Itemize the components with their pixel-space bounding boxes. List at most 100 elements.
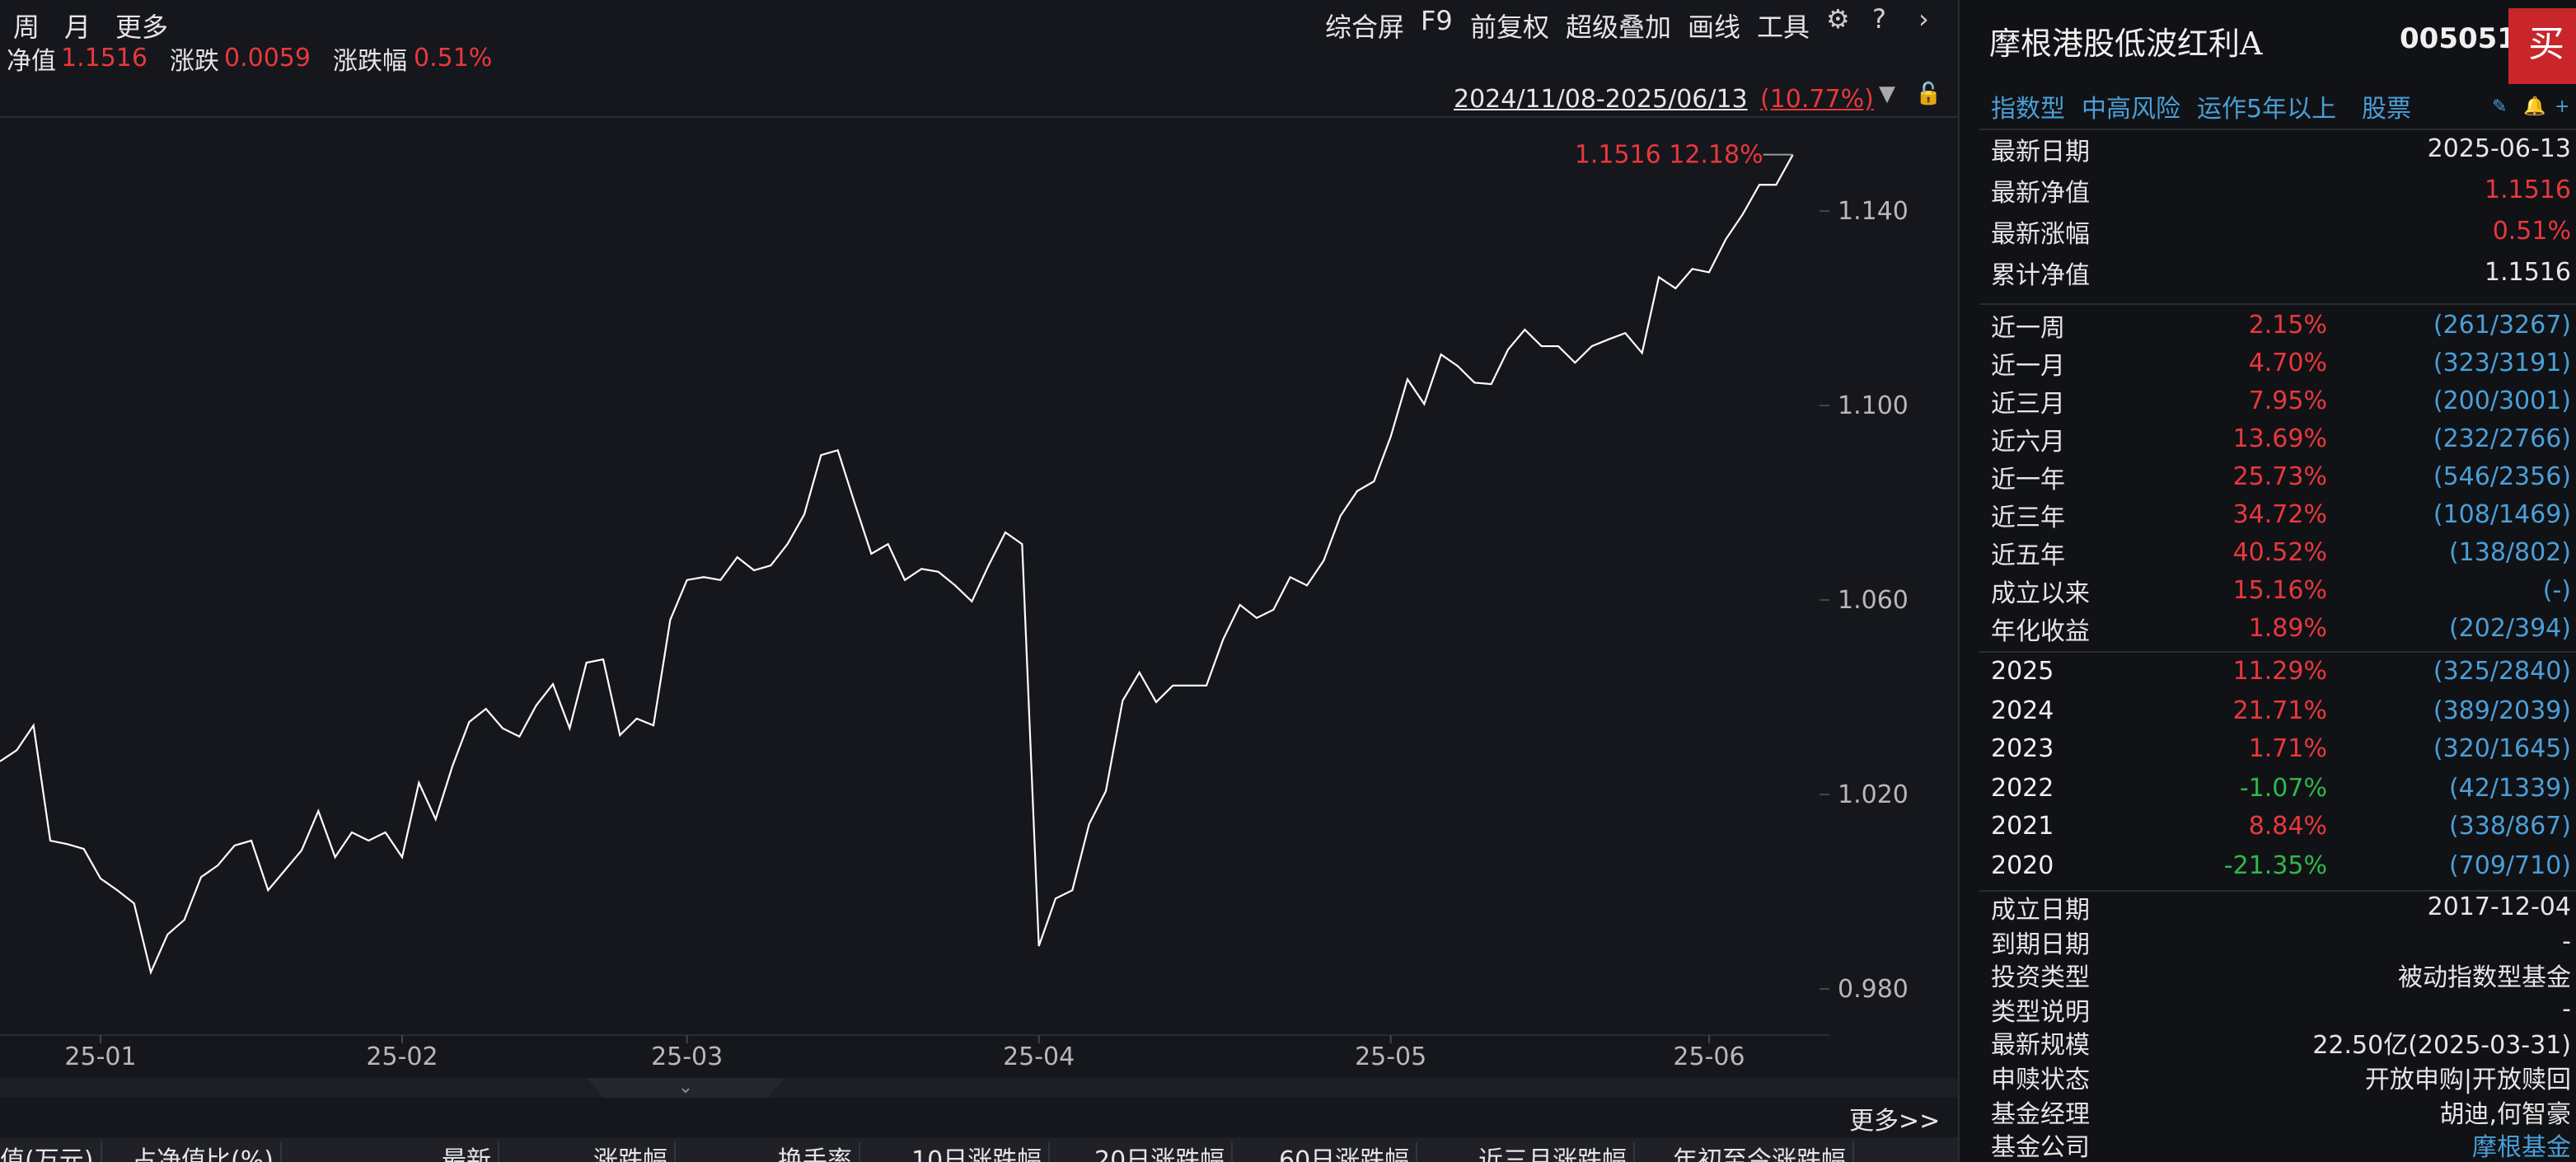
return-cell: 近一月 [1991, 351, 2066, 381]
return-cell: 7.95% [2248, 386, 2327, 415]
return-cell: 25.73% [2232, 462, 2327, 491]
profile-cell: 22.50亿(2025-03-31) [2312, 1030, 2571, 1061]
year-cell: -1.07% [2239, 772, 2327, 803]
fund-tag[interactable]: 指数型 [1991, 94, 2066, 124]
y-tick-label: 1.100 [1838, 391, 1909, 420]
tag-tool[interactable]: 🔔 [2523, 96, 2546, 117]
profile-cell[interactable]: 摩根基金 [2471, 1132, 2571, 1162]
latest-row: 最新日期 2025-06-13 [1991, 134, 2571, 170]
collapse-icon[interactable]: ⌄ [678, 1077, 693, 1098]
fund-tag[interactable]: 股票 [2362, 94, 2412, 124]
separator [1979, 651, 2576, 653]
toolbar-button[interactable]: 更多 [115, 12, 169, 43]
latest-row: 最新涨幅 0.51% [1991, 216, 2571, 252]
tag-tool[interactable]: + [2555, 96, 2570, 117]
profile-row: 到期日期 - [1991, 925, 2571, 962]
quote-label: 净值 [7, 46, 57, 76]
return-cell: 近三月 [1991, 389, 2066, 419]
profile-cell: 成立日期 [1991, 895, 2091, 925]
quote-label: 涨跌 [170, 46, 220, 76]
sidebar: 摩根港股低波红利A 005051 买指数型 中高风险 运作5年以上 股票 ✎ 🔔 + 最新日期 20… [1958, 0, 2576, 1162]
profile-row: 基金公司 摩根基金 [1991, 1129, 2571, 1162]
table-column-header[interactable]: 涨跌幅 [593, 1142, 677, 1162]
profile-cell: 申赎状态 [1991, 1065, 2091, 1094]
chart-background [0, 0, 1958, 1162]
profile-cell: 胡迪,何智豪 [2439, 1099, 2571, 1129]
year-cell: -21.35% [2223, 850, 2327, 880]
fund-tag[interactable]: 中高风险 [2082, 94, 2181, 124]
toolbar-button[interactable]: 超级叠加 [1566, 12, 1672, 43]
toolbar-button[interactable]: 综合屏 [1325, 12, 1405, 43]
table-column-header[interactable]: 值(万元) [0, 1142, 102, 1162]
toolbar-button[interactable]: 画线 [1688, 12, 1741, 43]
x-tick-label: 25-06 [1673, 1043, 1745, 1071]
toolbar-button[interactable]: 工具 [1757, 12, 1810, 43]
x-tick-label: 25-03 [651, 1043, 723, 1071]
profile-cell: 类型说明 [1991, 996, 2091, 1027]
profile-cell: 被动指数型基金 [2397, 963, 2571, 993]
profile-cell: 最新规模 [1991, 1030, 2091, 1061]
profile-row: 成立日期 2017-12-04 [1991, 892, 2571, 928]
table-column-header[interactable]: 换手率 [778, 1142, 861, 1162]
latest-row: 累计净值 1.1516 [1991, 257, 2571, 293]
latest-cell: 最新涨幅 [1991, 219, 2091, 249]
return-cell: 近五年 [1991, 541, 2066, 570]
year-cell: 2025 [1991, 656, 2054, 686]
toolbar-button[interactable]: 周 [13, 12, 40, 43]
buy-button[interactable]: 买 [2508, 8, 2576, 84]
toolbar-button[interactable]: F9 [1421, 5, 1453, 36]
return-cell: 近六月 [1991, 427, 2066, 457]
return-cell: (138/802) [2448, 537, 2571, 567]
toolbar-icon[interactable]: › [1918, 3, 1929, 35]
toolbar-icon[interactable]: ⚙ [1826, 3, 1850, 35]
table-column-header[interactable]: 10日涨跌幅 [911, 1142, 1051, 1162]
latest-cell: 2025-06-13 [2427, 134, 2571, 163]
toolbar-button[interactable]: 前复权 [1470, 12, 1550, 43]
profile-row: 基金经理 胡迪,何智豪 [1991, 1095, 2571, 1132]
return-cell: (108/1469) [2433, 499, 2571, 529]
return-cell: 年化收益 [1991, 616, 2091, 646]
range-change[interactable]: (10.77%) [1760, 84, 1874, 114]
year-cell: (325/2840) [2433, 656, 2571, 686]
return-cell: 近一周 [1991, 313, 2066, 343]
year-cell: 2024 [1991, 695, 2054, 725]
latest-cell: 最新净值 [1991, 178, 2091, 208]
return-row: 近一月 4.70% (323/3191) [1991, 348, 2571, 384]
lock-icon[interactable]: 🔓 [1915, 82, 1942, 107]
return-cell: (546/2356) [2433, 462, 2571, 491]
return-row: 近三年 34.72% (108/1469) [1991, 499, 2571, 536]
year-row: 2024 21.71% (389/2039) [1991, 695, 2571, 731]
date-range[interactable]: 2024/11/08-2025/06/13 [1454, 84, 1748, 114]
profile-row: 类型说明 - [1991, 994, 2571, 1030]
return-cell: (200/3001) [2433, 386, 2571, 415]
x-tick-label: 25-05 [1355, 1043, 1426, 1071]
table-column-header[interactable]: 20日涨跌幅 [1094, 1142, 1234, 1162]
return-cell: 1.89% [2248, 613, 2327, 643]
year-cell: 8.84% [2248, 811, 2327, 841]
table-column-header[interactable]: 占净值比(%) [132, 1142, 282, 1162]
last-value-label: 1.1516 12.18% [1575, 141, 1763, 170]
tag-tool[interactable]: ✎ [2492, 96, 2508, 117]
year-cell: 2023 [1991, 733, 2054, 764]
table-column-header[interactable]: 最新 [442, 1142, 500, 1162]
table-column-header[interactable]: 年初至今涨跌幅 [1673, 1142, 1855, 1162]
more-link[interactable]: 更多>> [1849, 1106, 1941, 1136]
toolbar-icon[interactable]: ? [1872, 3, 1886, 35]
profile-cell: 基金公司 [1991, 1132, 2091, 1162]
range-menu[interactable]: ▼ [1879, 82, 1895, 107]
year-cell: 21.71% [2232, 695, 2327, 725]
profile-row: 最新规模 22.50亿(2025-03-31) [1991, 1028, 2571, 1064]
fund-tag[interactable]: 运作5年以上 [2197, 94, 2337, 124]
table-column-header[interactable]: 60日涨跌幅 [1279, 1142, 1418, 1162]
return-row: 近六月 13.69% (232/2766) [1991, 424, 2571, 460]
profile-cell: - [2562, 993, 2571, 1024]
return-cell: (232/2766) [2433, 424, 2571, 453]
profile-row: 申赎状态 开放申购|开放赎回 [1991, 1061, 2571, 1098]
year-cell: (42/1339) [2448, 772, 2571, 803]
toolbar-button[interactable]: 月 [64, 12, 91, 43]
quote-value: 0.51% [414, 43, 493, 73]
collapse-handle[interactable] [587, 1078, 785, 1098]
quote-label: 涨跌幅 [333, 46, 408, 76]
fund-code: 005051 [2400, 23, 2517, 56]
table-column-header[interactable]: 近三月涨跌幅 [1478, 1142, 1636, 1162]
